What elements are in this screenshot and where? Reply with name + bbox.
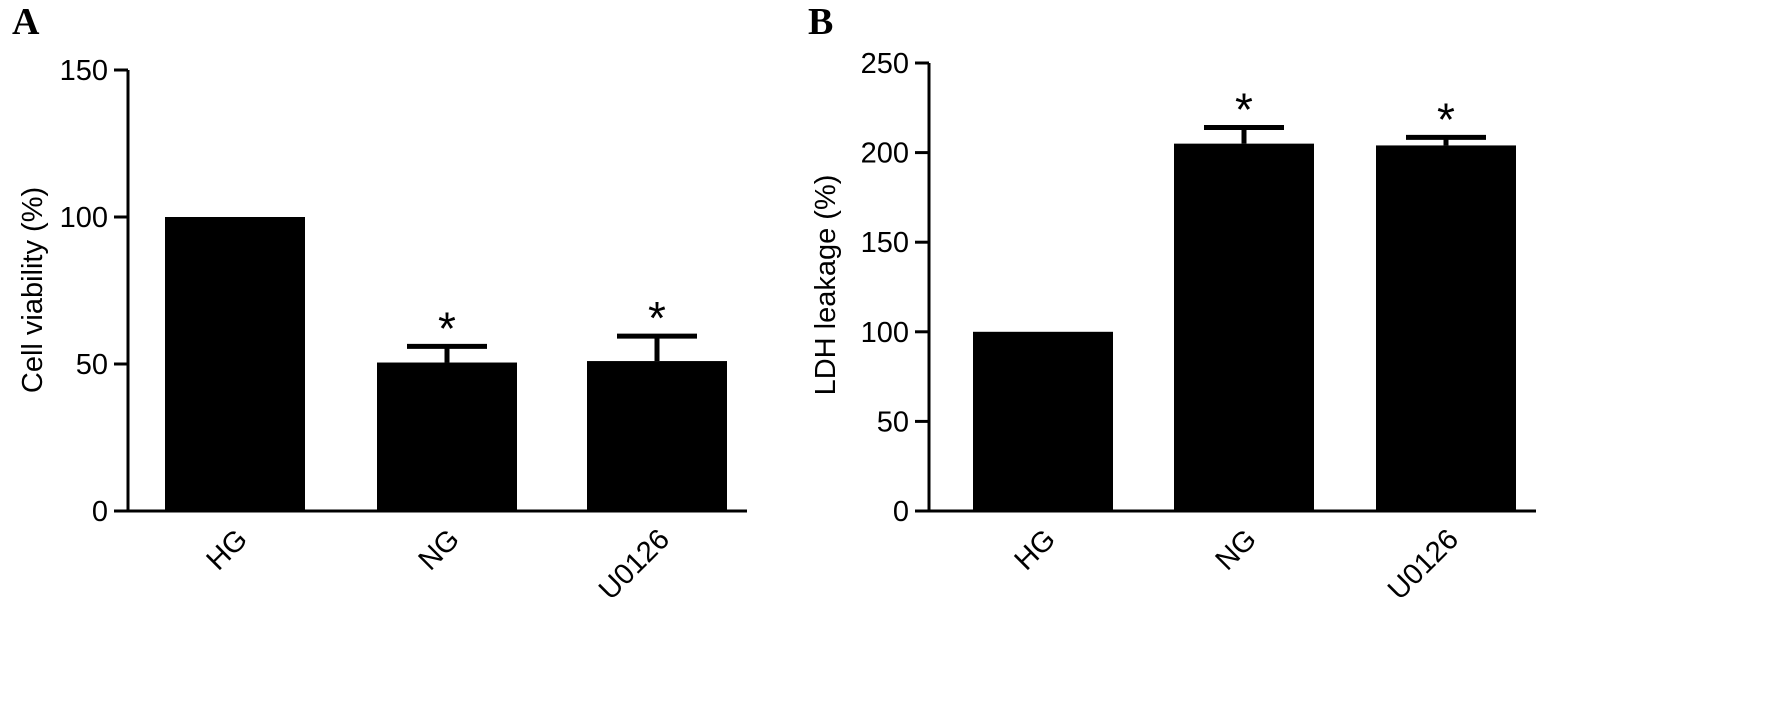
bar-hg [165, 217, 305, 511]
y-tick-label: 100 [60, 202, 108, 234]
y-tick-label: 100 [861, 317, 909, 349]
significance-marker: * [438, 302, 456, 354]
y-tick-label: 150 [60, 55, 108, 87]
x-tick-label: HG [1009, 523, 1062, 576]
y-tick-label: 50 [76, 349, 108, 381]
y-tick-label: 200 [861, 138, 909, 170]
bar-hg [973, 331, 1113, 511]
bar-ng [377, 362, 517, 511]
bar-u0126 [1376, 145, 1516, 511]
y-tick-label: 250 [861, 48, 909, 80]
y-tick-label: 150 [861, 227, 909, 259]
panel-b: B 0 50 100 150 200 250 LDH leakage (%) HG * NG * U01… [808, 1, 1536, 606]
y-axis-label: LDH leakage (%) [810, 175, 842, 396]
panel-a: A 0 50 100 150 Cell viability (%) HG * NG * U0126 [12, 1, 747, 606]
y-axis-label: Cell viability (%) [17, 187, 49, 393]
bar-ng [1174, 143, 1314, 511]
x-tick-label: NG [1210, 523, 1263, 576]
y-tick-label: 0 [92, 496, 108, 528]
y-tick-label: 50 [877, 406, 909, 438]
panel-letter: B [808, 1, 833, 43]
x-tick-label: HG [201, 523, 254, 576]
y-tick-label: 0 [893, 496, 909, 528]
significance-marker: * [1437, 93, 1455, 145]
x-tick-label: U0126 [593, 523, 676, 606]
panel-letter: A [12, 1, 40, 43]
x-tick-label: NG [413, 523, 466, 576]
bar-u0126 [587, 361, 727, 511]
x-tick-label: U0126 [1382, 523, 1465, 606]
significance-marker: * [648, 292, 666, 344]
significance-marker: * [1235, 84, 1253, 136]
